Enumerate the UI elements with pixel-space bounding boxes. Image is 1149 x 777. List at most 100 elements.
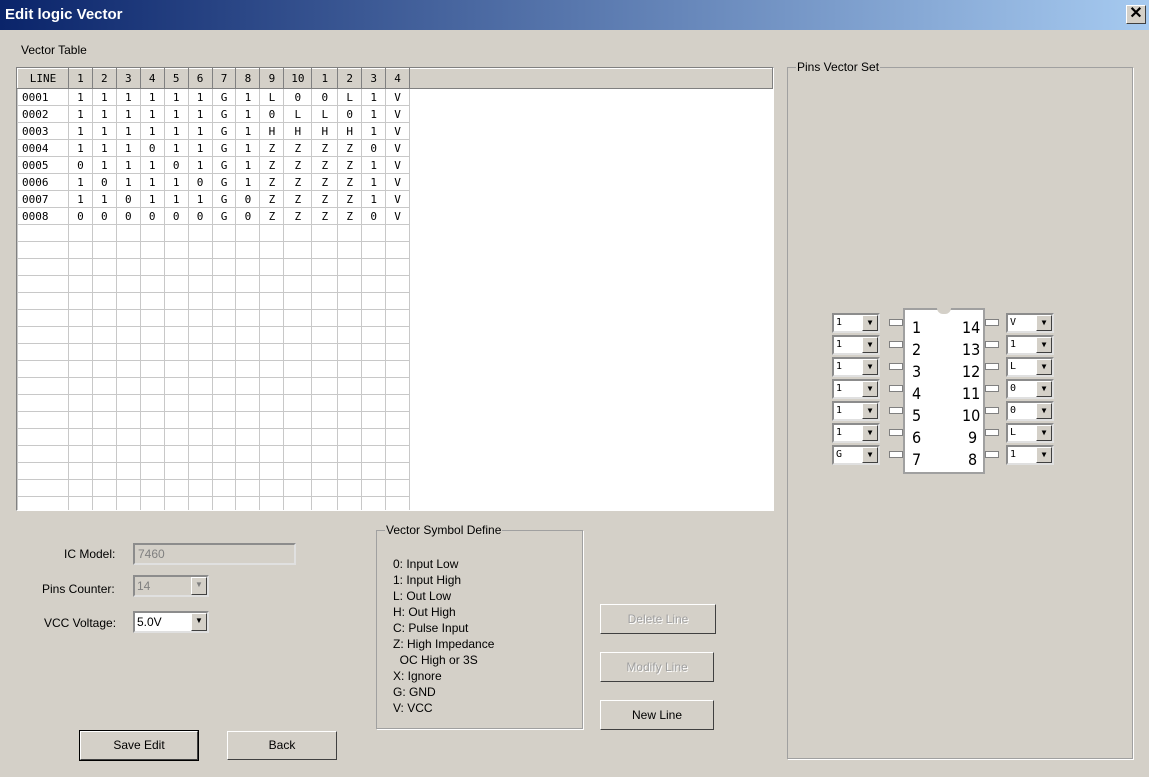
table-cell[interactable]: G <box>211 207 237 225</box>
table-cell[interactable] <box>67 326 93 344</box>
table-cell[interactable]: 1 <box>139 105 165 123</box>
table-cell[interactable]: G <box>211 88 237 106</box>
table-cell[interactable] <box>115 394 141 412</box>
table-cell[interactable] <box>235 428 261 446</box>
table-cell[interactable] <box>337 360 363 378</box>
table-cell[interactable] <box>17 275 69 293</box>
table-cell[interactable] <box>187 360 213 378</box>
table-cell[interactable] <box>283 445 313 463</box>
column-header[interactable]: 4 <box>139 68 165 89</box>
table-cell[interactable] <box>337 496 363 510</box>
table-cell[interactable] <box>17 496 69 510</box>
pin-11-select[interactable]: 0 ▼ <box>1006 379 1054 399</box>
table-cell[interactable]: Z <box>283 156 313 174</box>
table-cell[interactable]: H <box>283 122 313 140</box>
table-cell[interactable] <box>115 496 141 510</box>
table-cell[interactable]: Z <box>283 190 313 208</box>
table-cell[interactable]: H <box>311 122 339 140</box>
table-cell[interactable]: Z <box>337 207 363 225</box>
table-cell[interactable] <box>361 496 387 510</box>
table-cell[interactable] <box>235 275 261 293</box>
table-cell[interactable]: 1 <box>361 88 387 106</box>
column-header[interactable]: 4 <box>385 68 411 89</box>
table-cell[interactable] <box>259 411 285 429</box>
table-cell[interactable] <box>361 462 387 480</box>
pin-10-select[interactable]: 0 ▼ <box>1006 401 1054 421</box>
table-cell[interactable]: Z <box>259 139 285 157</box>
table-cell[interactable] <box>139 445 165 463</box>
table-cell[interactable]: 1 <box>115 105 141 123</box>
table-cell[interactable]: Z <box>311 156 339 174</box>
table-cell[interactable] <box>139 377 165 395</box>
table-cell[interactable] <box>211 224 237 242</box>
table-cell[interactable]: Z <box>259 190 285 208</box>
table-cell[interactable] <box>91 496 117 510</box>
table-cell[interactable] <box>337 343 363 361</box>
table-cell[interactable] <box>67 275 93 293</box>
table-cell[interactable] <box>91 309 117 327</box>
table-cell[interactable] <box>337 377 363 395</box>
table-cell[interactable]: 1 <box>139 173 165 191</box>
table-cell[interactable]: 1 <box>361 122 387 140</box>
table-cell[interactable] <box>410 191 773 208</box>
table-cell[interactable] <box>311 326 339 344</box>
table-cell[interactable] <box>259 343 285 361</box>
table-cell[interactable] <box>385 496 411 510</box>
table-cell[interactable] <box>67 377 93 395</box>
table-cell[interactable] <box>115 411 141 429</box>
table-cell[interactable] <box>163 343 189 361</box>
table-cell[interactable] <box>211 462 237 480</box>
table-cell[interactable] <box>235 360 261 378</box>
table-cell[interactable] <box>187 241 213 259</box>
table-cell[interactable] <box>410 276 773 293</box>
table-cell[interactable]: 0007 <box>17 190 69 208</box>
table-cell[interactable]: 0001 <box>17 88 69 106</box>
table-cell[interactable] <box>163 241 189 259</box>
table-cell[interactable] <box>139 224 165 242</box>
table-cell[interactable] <box>91 241 117 259</box>
chevron-down-icon[interactable]: ▼ <box>1036 447 1052 463</box>
table-cell[interactable] <box>235 309 261 327</box>
table-cell[interactable] <box>187 411 213 429</box>
table-cell[interactable] <box>259 224 285 242</box>
table-cell[interactable]: Z <box>337 173 363 191</box>
table-cell[interactable]: 1 <box>187 139 213 157</box>
table-cell[interactable] <box>385 241 411 259</box>
table-cell[interactable] <box>91 224 117 242</box>
table-cell[interactable]: 1 <box>235 139 261 157</box>
table-cell[interactable] <box>283 275 313 293</box>
table-cell[interactable] <box>361 275 387 293</box>
table-cell[interactable] <box>283 360 313 378</box>
table-cell[interactable] <box>235 462 261 480</box>
table-cell[interactable]: 1 <box>163 190 189 208</box>
table-cell[interactable] <box>67 343 93 361</box>
table-cell[interactable] <box>283 292 313 310</box>
table-cell[interactable] <box>385 445 411 463</box>
table-cell[interactable] <box>67 241 93 259</box>
table-cell[interactable] <box>67 360 93 378</box>
table-cell[interactable]: V <box>385 105 411 123</box>
table-cell[interactable] <box>311 445 339 463</box>
table-cell[interactable] <box>311 411 339 429</box>
table-cell[interactable]: 0 <box>311 88 339 106</box>
table-cell[interactable]: 1 <box>163 88 189 106</box>
column-header[interactable]: 2 <box>91 68 117 89</box>
table-cell[interactable] <box>187 462 213 480</box>
table-cell[interactable] <box>283 462 313 480</box>
chevron-down-icon[interactable]: ▼ <box>1036 337 1052 353</box>
table-cell[interactable] <box>211 394 237 412</box>
table-cell[interactable] <box>235 479 261 497</box>
chevron-down-icon[interactable]: ▼ <box>1036 381 1052 397</box>
table-cell[interactable]: 1 <box>361 156 387 174</box>
table-cell[interactable] <box>17 462 69 480</box>
table-cell[interactable]: 1 <box>91 88 117 106</box>
table-cell[interactable] <box>163 462 189 480</box>
table-cell[interactable]: Z <box>283 207 313 225</box>
table-row[interactable] <box>17 428 773 446</box>
table-row[interactable]: 0005 0 1 1 1 0 1 G 1 Z Z Z Z 1 V <box>17 156 773 174</box>
chevron-down-icon[interactable]: ▼ <box>1036 359 1052 375</box>
table-cell[interactable] <box>385 394 411 412</box>
table-cell[interactable]: Z <box>311 207 339 225</box>
table-cell[interactable] <box>311 428 339 446</box>
table-row[interactable] <box>17 343 773 361</box>
